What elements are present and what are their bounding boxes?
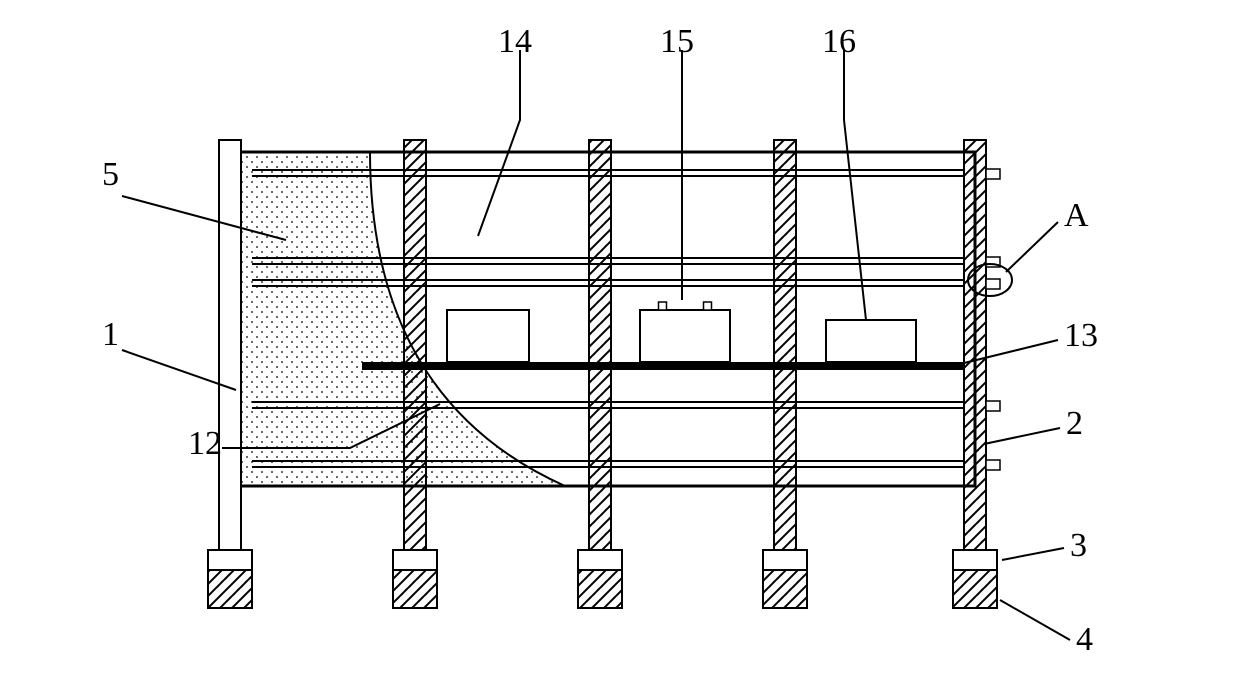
label-l5: 5: [102, 156, 119, 193]
shelf: [362, 362, 964, 370]
footing-0-base: [208, 570, 252, 608]
label-l13: 13: [1064, 317, 1098, 354]
footing-1-base: [393, 570, 437, 608]
post-1: [404, 140, 426, 550]
box-1-peg-r: [704, 302, 712, 310]
label-l4: 4: [1076, 621, 1093, 658]
label-l3: 3: [1070, 527, 1087, 564]
stub-2: [986, 279, 1000, 289]
label-l16: 16: [822, 23, 856, 60]
leader-6: [1006, 222, 1058, 272]
box-2: [826, 320, 916, 362]
footing-2-base: [578, 570, 622, 608]
label-l15: 15: [660, 23, 694, 60]
leader-10: [1000, 600, 1070, 640]
box-1: [640, 310, 730, 362]
label-l14: 14: [498, 23, 532, 60]
footing-4-base: [953, 570, 997, 608]
box-0: [447, 310, 529, 362]
box-1-peg-l: [659, 302, 667, 310]
label-l2: 2: [1066, 405, 1083, 442]
footing-3-base: [763, 570, 807, 608]
label-lA: A: [1064, 197, 1089, 234]
label-l1: 1: [102, 316, 119, 353]
post-2: [589, 140, 611, 550]
post-0: [219, 140, 241, 550]
leader-8: [984, 428, 1060, 444]
post-3: [774, 140, 796, 550]
post-4: [964, 140, 986, 550]
stub-0: [986, 169, 1000, 179]
leader-9: [1002, 548, 1064, 560]
stub-3: [986, 401, 1000, 411]
label-l12: 12: [188, 425, 222, 462]
stub-4: [986, 460, 1000, 470]
leader-3: [478, 50, 520, 236]
